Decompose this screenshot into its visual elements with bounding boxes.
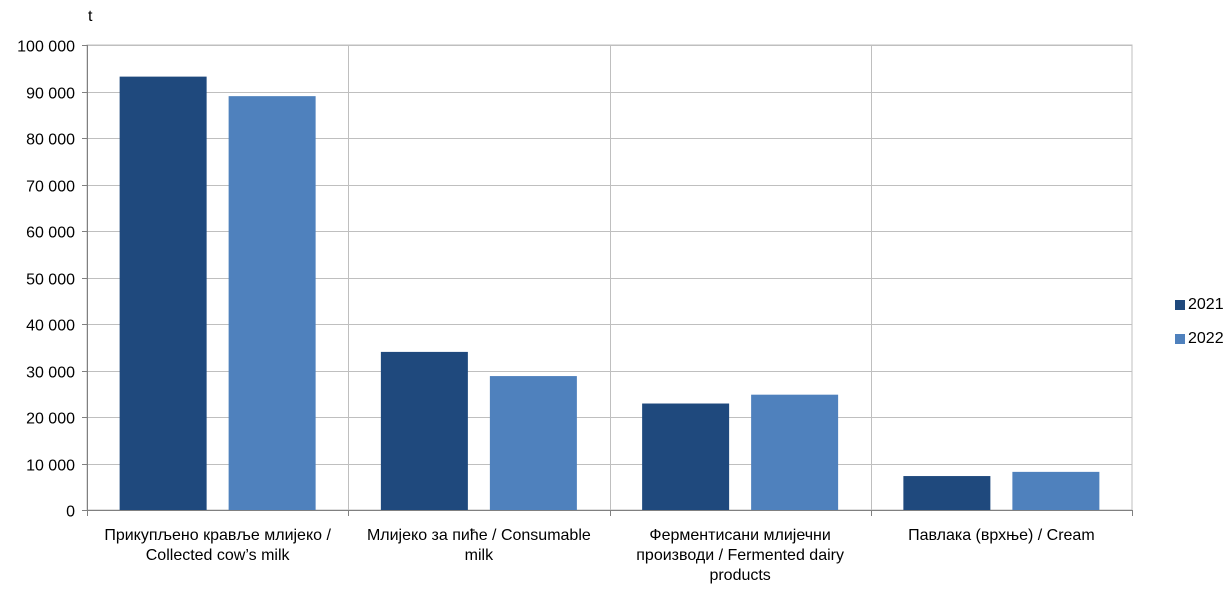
- y-tick-label: 40 000: [26, 318, 75, 335]
- bar-2021-0: [119, 76, 207, 511]
- y-axis-unit-label: t: [88, 8, 93, 25]
- y-tick-label: 100 000: [17, 39, 75, 56]
- bar-2022-3: [1012, 471, 1100, 510]
- x-category-label-line: Collected cow’s milk: [145, 547, 290, 564]
- legend-item-2022: 2022: [1175, 329, 1224, 349]
- legend-item-2021: 2021: [1175, 295, 1224, 315]
- y-tick-label: 50 000: [26, 272, 75, 289]
- x-category-label: Ферментисани млијечни производи / Ferment…: [605, 526, 875, 586]
- axes: [82, 45, 1133, 516]
- bars: [119, 76, 1100, 511]
- y-tick-label: 10 000: [26, 458, 75, 475]
- y-tick-label: 70 000: [26, 179, 75, 196]
- legend-label: 2021: [1188, 296, 1224, 313]
- legend-swatch: [1175, 334, 1185, 344]
- x-category-label-line: Млијеко за пиће / Consumable: [366, 527, 591, 544]
- x-category-label-line: Прикупљено крављe млијеко /: [104, 527, 331, 544]
- y-tick-label: 30 000: [26, 365, 75, 382]
- legend-label: 2022: [1188, 330, 1224, 347]
- x-category-label: Млијеко за пиће / Consumable milk: [344, 526, 614, 566]
- x-category-label-line: производи / Fermented dairy: [636, 547, 844, 564]
- y-tick-labels: 0 10 000 20 000 30 000 40 000 50 000 60 000 70 …: [17, 39, 75, 521]
- bar-2022-2: [751, 394, 839, 510]
- x-category-label-line: products: [709, 567, 771, 584]
- x-category-label-line: milk: [464, 547, 494, 564]
- bar-2022-1: [489, 376, 577, 510]
- legend-swatch: [1175, 300, 1185, 310]
- x-category-label: Прикупљено крављe млијеко / Collected cow…: [83, 526, 353, 566]
- y-tick-label: 0: [66, 504, 75, 521]
- x-category-label-line: Павлака (врхње) / Cream: [908, 527, 1095, 544]
- legend: 2021 2022: [1175, 295, 1224, 363]
- y-tick-label: 20 000: [26, 411, 75, 428]
- y-tick-label: 90 000: [26, 86, 75, 103]
- x-category-label: Павлака (врхње) / Cream: [866, 526, 1136, 546]
- y-tick-label: 60 000: [26, 225, 75, 242]
- bar-2021-1: [380, 351, 468, 510]
- bar-2021-2: [642, 403, 730, 510]
- bar-2022-0: [228, 96, 316, 511]
- x-category-label-line: Ферментисани млијечни: [649, 527, 831, 544]
- y-tick-label: 80 000: [26, 132, 75, 149]
- bar-2021-3: [903, 476, 991, 510]
